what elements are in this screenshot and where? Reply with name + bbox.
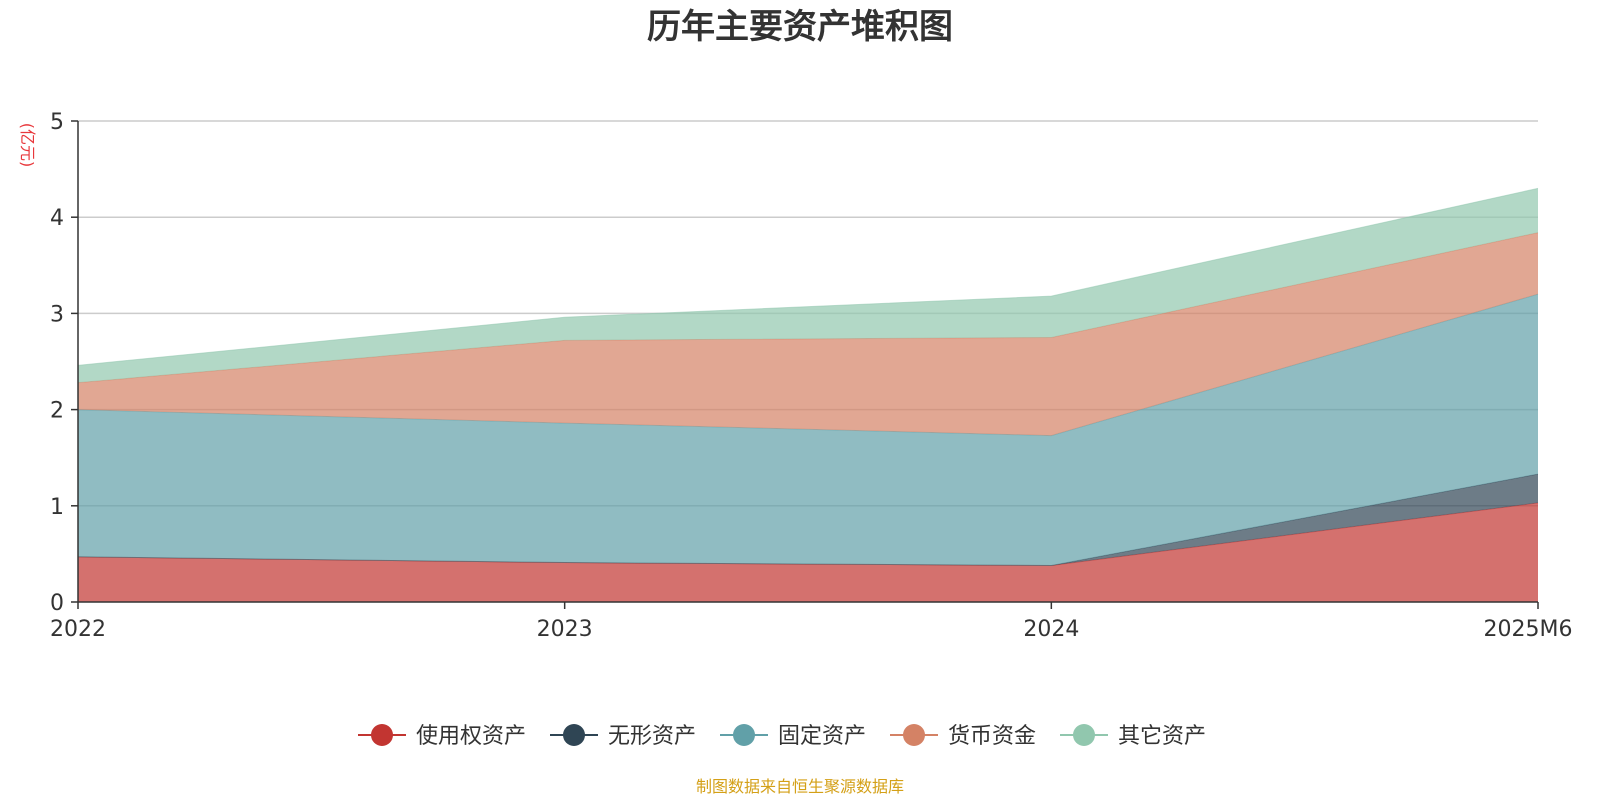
legend-label: 固定资产	[778, 724, 866, 749]
chart-title: 历年主要资产堆积图	[647, 7, 953, 47]
y-axis-unit-label: (亿元)	[18, 123, 37, 168]
legend-marker	[903, 724, 926, 746]
legend-label: 使用权资产	[416, 724, 526, 749]
legend-marker	[1073, 724, 1096, 746]
legend-label: 货币资金	[948, 724, 1036, 749]
legend-item-0[interactable]: 使用权资产	[358, 724, 526, 749]
legend-marker	[371, 724, 393, 746]
area-series-edge-4	[77, 187, 1539, 366]
y-tick-label: 2	[50, 399, 64, 424]
area-series-0	[78, 502, 1538, 602]
legend-item-3[interactable]: 货币资金	[890, 724, 1036, 749]
x-tick-label: 2023	[537, 617, 593, 642]
y-tick-label: 0	[50, 591, 64, 616]
legend[interactable]: 使用权资产 无形资产 固定资产 货币资金 其它资产	[358, 724, 1206, 749]
area-series-layer	[77, 187, 1539, 602]
y-tick-label: 4	[50, 206, 64, 231]
y-tick-label: 3	[50, 302, 64, 327]
legend-item-1[interactable]: 无形资产	[550, 724, 696, 749]
legend-item-2[interactable]: 固定资产	[720, 724, 866, 749]
x-tick-label: 2024	[1023, 617, 1079, 642]
legend-item-4[interactable]: 其它资产	[1060, 724, 1206, 749]
x-tick-label: 2025M6	[1484, 617, 1573, 642]
legend-marker	[563, 724, 586, 746]
axes: 0 1 2 3 4 5 2022 2023 2024 2025M6	[50, 110, 1572, 642]
area-series-4	[78, 188, 1538, 383]
legend-label: 其它资产	[1118, 724, 1206, 749]
legend-marker	[733, 724, 756, 746]
data-source-note: 制图数据来自恒生聚源数据库	[696, 777, 904, 796]
x-tick-label: 2022	[50, 617, 106, 642]
area-series-3	[78, 232, 1538, 436]
legend-label: 无形资产	[608, 724, 696, 749]
y-tick-label: 5	[50, 110, 64, 135]
y-tick-label: 1	[50, 495, 64, 520]
